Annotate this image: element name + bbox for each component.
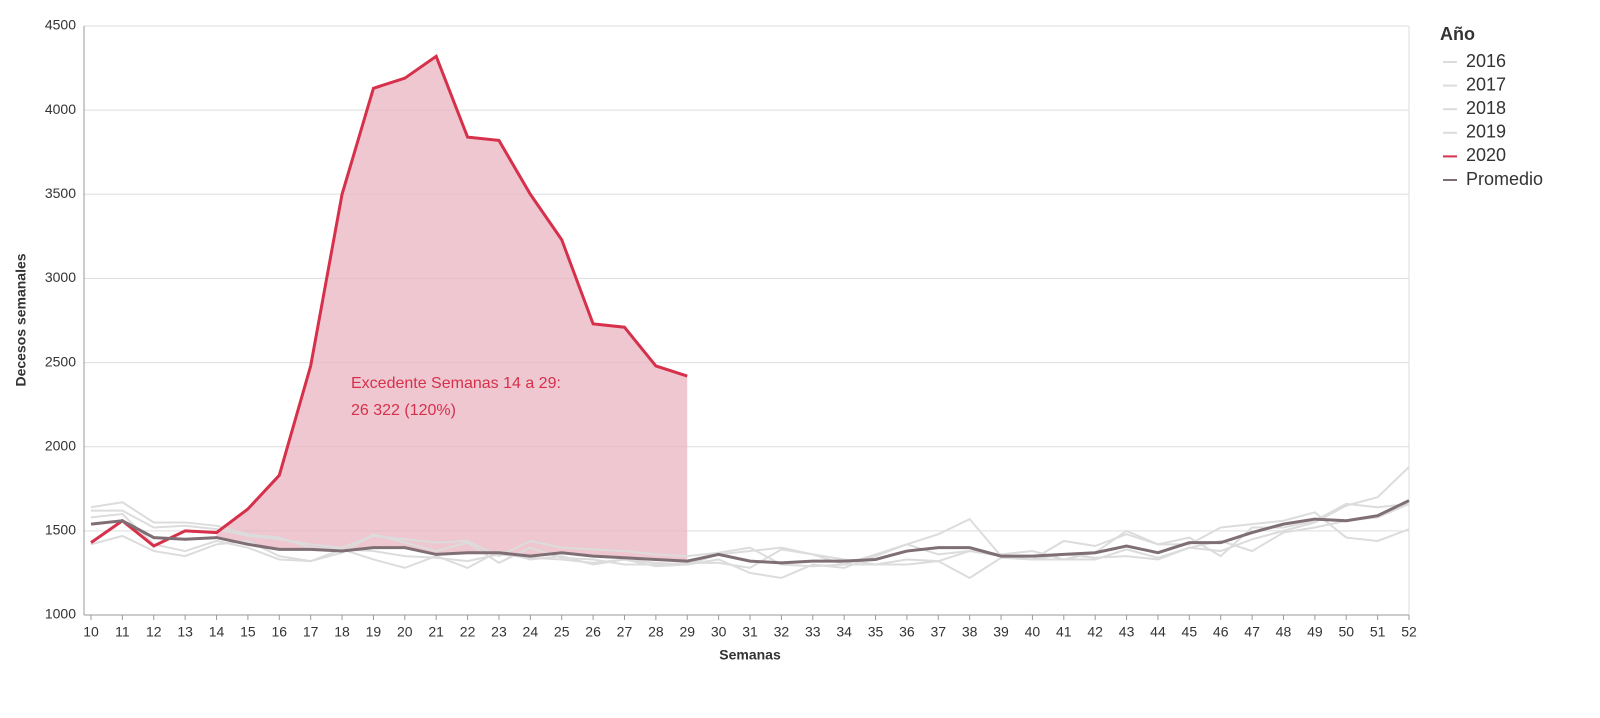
y-axis-label: Decesos semanales bbox=[13, 253, 29, 386]
x-tick-label: 46 bbox=[1213, 624, 1229, 640]
y-tick-label: 3500 bbox=[45, 185, 76, 201]
x-tick-label: 28 bbox=[648, 624, 664, 640]
x-tick-label: 14 bbox=[209, 624, 225, 640]
x-tick-label: 32 bbox=[774, 624, 790, 640]
x-tick-label: 31 bbox=[742, 624, 758, 640]
y-tick-label: 3000 bbox=[45, 269, 76, 285]
x-tick-label: 16 bbox=[271, 624, 287, 640]
x-tick-label: 21 bbox=[428, 624, 444, 640]
x-tick-label: 40 bbox=[1025, 624, 1041, 640]
x-tick-label: 24 bbox=[523, 624, 539, 640]
x-axis-label: Semanas bbox=[719, 647, 781, 663]
x-tick-label: 47 bbox=[1244, 624, 1260, 640]
x-tick-label: 12 bbox=[146, 624, 162, 640]
legend-label: 2017 bbox=[1466, 74, 1506, 94]
x-tick-label: 34 bbox=[836, 624, 852, 640]
y-tick-label: 2000 bbox=[45, 437, 76, 453]
excess-area bbox=[216, 56, 688, 562]
legend-title: Año bbox=[1440, 24, 1475, 44]
x-tick-label: 29 bbox=[679, 624, 695, 640]
x-tick-label: 41 bbox=[1056, 624, 1072, 640]
line-series bbox=[90, 499, 1410, 565]
x-tick-label: 15 bbox=[240, 624, 256, 640]
legend-label: 2019 bbox=[1466, 122, 1506, 142]
line-series bbox=[90, 503, 1410, 569]
x-tick-label: 42 bbox=[1087, 624, 1103, 640]
x-tick-label: 18 bbox=[334, 624, 350, 640]
x-tick-label: 33 bbox=[805, 624, 821, 640]
line-series bbox=[90, 53, 688, 548]
x-tick-label: 10 bbox=[83, 624, 99, 640]
x-tick-label: 19 bbox=[366, 624, 382, 640]
x-tick-label: 38 bbox=[962, 624, 978, 640]
legend-label: 2018 bbox=[1466, 98, 1506, 118]
y-tick-label: 4500 bbox=[45, 17, 76, 33]
x-tick-label: 22 bbox=[460, 624, 476, 640]
x-tick-label: 20 bbox=[397, 624, 413, 640]
x-tick-label: 50 bbox=[1338, 624, 1354, 640]
y-tick-label: 4000 bbox=[45, 101, 76, 117]
x-tick-label: 48 bbox=[1276, 624, 1292, 640]
x-tick-label: 13 bbox=[177, 624, 193, 640]
y-tick-label: 2500 bbox=[45, 353, 76, 369]
x-tick-label: 35 bbox=[868, 624, 884, 640]
x-tick-label: 51 bbox=[1370, 624, 1386, 640]
x-tick-label: 37 bbox=[930, 624, 946, 640]
x-tick-label: 23 bbox=[491, 624, 507, 640]
x-tick-label: 30 bbox=[711, 624, 727, 640]
x-tick-label: 52 bbox=[1401, 624, 1417, 640]
legend-label: 2016 bbox=[1466, 51, 1506, 71]
x-tick-label: 36 bbox=[899, 624, 915, 640]
x-tick-label: 39 bbox=[993, 624, 1009, 640]
x-tick-label: 26 bbox=[585, 624, 601, 640]
x-tick-label: 44 bbox=[1150, 624, 1166, 640]
annotation: Excedente Semanas 14 a 29: bbox=[351, 375, 561, 392]
x-tick-label: 11 bbox=[115, 624, 130, 640]
x-tick-label: 49 bbox=[1307, 624, 1323, 640]
x-tick-label: 43 bbox=[1119, 624, 1135, 640]
y-tick-label: 1000 bbox=[45, 606, 76, 622]
x-tick-label: 17 bbox=[303, 624, 319, 640]
x-tick-label: 27 bbox=[617, 624, 633, 640]
x-tick-label: 45 bbox=[1182, 624, 1198, 640]
line-series bbox=[91, 509, 1410, 580]
annotation: 26 322 (120%) bbox=[351, 402, 456, 419]
legend-label: 2020 bbox=[1466, 145, 1506, 165]
x-tick-label: 25 bbox=[554, 624, 570, 640]
y-tick-label: 1500 bbox=[45, 522, 76, 538]
legend-label: Promedio bbox=[1466, 169, 1543, 189]
